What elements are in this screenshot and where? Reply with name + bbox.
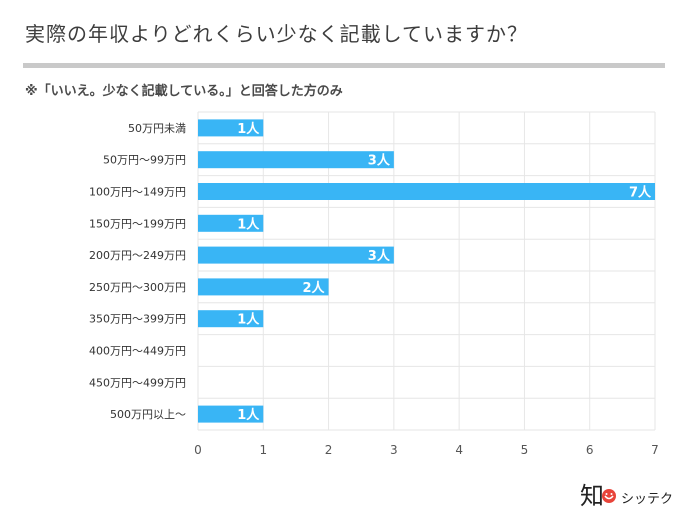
y-tick-label: 150万円〜199万円	[89, 217, 186, 230]
bar	[198, 119, 264, 137]
bar	[198, 278, 329, 296]
brand-name: シッテク	[621, 492, 674, 507]
x-tick-label: 2	[325, 443, 333, 457]
y-tick-label: 50万円未満	[128, 122, 186, 135]
title-divider	[23, 63, 665, 68]
y-tick-label: 500万円以上〜	[110, 408, 186, 421]
y-tick-label: 200万円〜249万円	[89, 249, 186, 262]
y-tick-label: 50万円〜99万円	[103, 154, 186, 167]
bar	[198, 214, 264, 232]
data-label: 1人	[237, 121, 260, 137]
y-tick-label: 100万円〜149万円	[89, 186, 186, 199]
bar	[198, 183, 655, 200]
bar	[198, 405, 264, 423]
x-tick-label: 3	[390, 443, 398, 457]
data-label: 3人	[368, 248, 391, 264]
x-tick-label: 4	[455, 443, 463, 457]
x-tick-label: 7	[651, 443, 659, 457]
x-tick-label: 5	[521, 443, 529, 457]
x-tick-label: 0	[194, 443, 202, 457]
brand-mark-icon: 知	[580, 482, 616, 510]
data-label: 7人	[629, 185, 652, 201]
chart-subtitle: ※「いいえ。少なく記載している。」と回答した方のみ	[25, 84, 343, 99]
y-tick-label: 350万円〜399万円	[89, 313, 186, 326]
bar	[198, 151, 394, 169]
x-tick-label: 6	[586, 443, 594, 457]
bar	[198, 310, 264, 328]
y-tick-label: 450万円〜499万円	[89, 376, 186, 389]
data-label: 3人	[368, 153, 391, 169]
data-label: 1人	[237, 407, 260, 423]
brand-logo: 知 シッテク	[580, 480, 680, 510]
y-tick-label: 400万円〜449万円	[89, 345, 186, 358]
x-tick-label: 1	[259, 443, 267, 457]
bar	[198, 246, 394, 264]
chart-title: 実際の年収よりどれくらい少なく記載していますか？	[25, 22, 528, 46]
data-label: 1人	[237, 216, 260, 232]
data-label: 2人	[303, 280, 326, 296]
y-tick-label: 250万円〜300万円	[89, 281, 186, 294]
data-label: 1人	[237, 312, 260, 328]
svg-text:知: 知	[580, 482, 604, 510]
